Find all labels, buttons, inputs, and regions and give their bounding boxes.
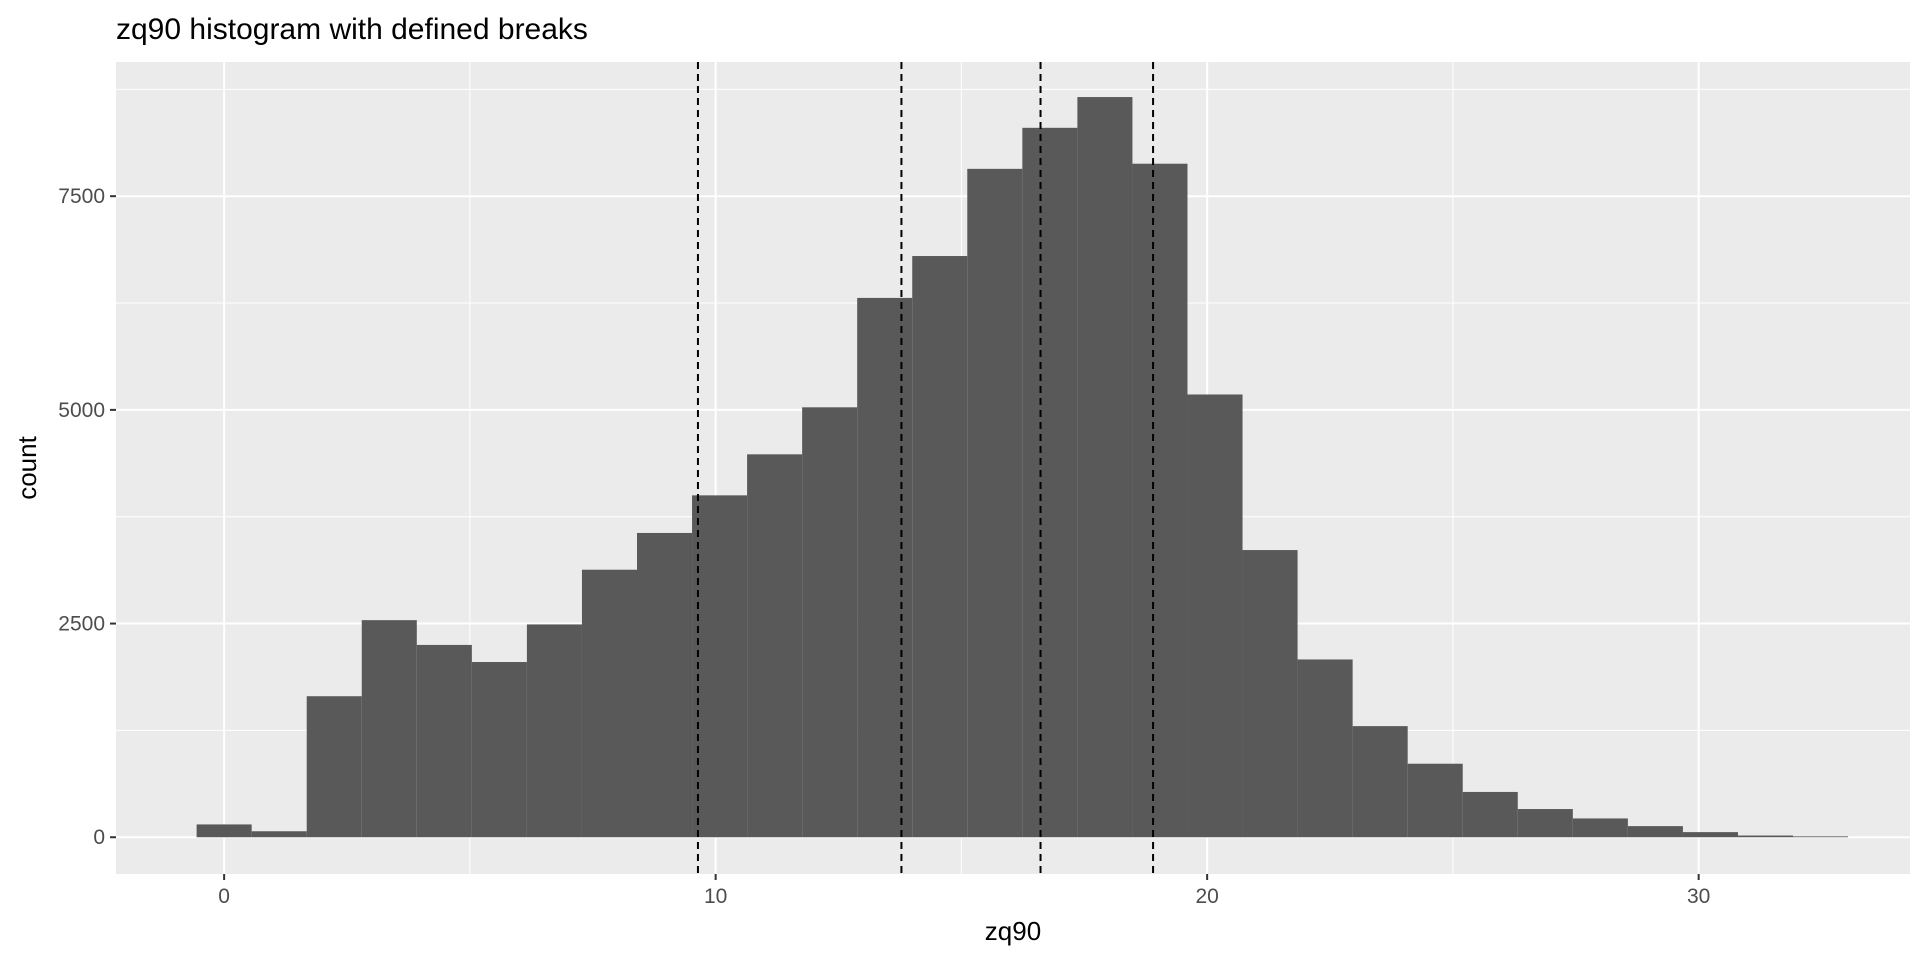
histogram-bar xyxy=(306,696,362,838)
y-axis-title: count xyxy=(12,435,42,499)
y-tick-label: 0 xyxy=(93,826,105,849)
break-lines xyxy=(696,62,1155,874)
histogram-bar xyxy=(1022,127,1078,838)
histogram-bar xyxy=(1352,726,1408,838)
histogram-bar xyxy=(747,454,803,838)
x-tick-label: 10 xyxy=(704,885,727,908)
histogram-bar xyxy=(1517,809,1573,838)
histogram-bar xyxy=(1572,818,1628,838)
histogram-bar xyxy=(251,831,307,838)
histogram-bar xyxy=(857,297,913,838)
y-axis-ticks: 0 2500 5000 7500 xyxy=(58,185,116,849)
y-tick-label: 7500 xyxy=(58,185,105,208)
histogram-bar xyxy=(471,662,527,838)
histogram-bar xyxy=(636,532,693,838)
histogram-bar xyxy=(361,620,417,838)
histogram-bar xyxy=(1682,832,1738,838)
histogram-bar xyxy=(1132,163,1188,838)
y-tick-label: 5000 xyxy=(58,399,105,422)
histogram-bar xyxy=(1407,763,1463,838)
histogram-bar xyxy=(196,824,252,838)
histogram-bar xyxy=(581,569,637,838)
histogram-bar xyxy=(526,624,582,838)
x-axis-ticks: 0 10 20 30 xyxy=(218,874,1710,908)
x-tick-label: 20 xyxy=(1195,885,1218,908)
histogram-bar xyxy=(912,256,968,838)
histogram-bar xyxy=(1077,97,1133,838)
histogram-bar xyxy=(802,407,858,838)
x-tick-label: 30 xyxy=(1687,885,1710,908)
histogram-bar xyxy=(1793,836,1849,838)
histogram-bar xyxy=(1297,659,1353,838)
x-tick-label: 0 xyxy=(218,885,230,908)
histogram-bar xyxy=(967,168,1023,838)
histogram-bar xyxy=(1242,550,1298,838)
histogram-bar xyxy=(1187,394,1243,838)
x-axis-title: zq90 xyxy=(985,916,1041,946)
chart-title: zq90 histogram with defined breaks xyxy=(116,13,588,46)
histogram-bars xyxy=(196,97,1849,838)
histogram-bar xyxy=(1627,826,1683,838)
histogram-bar xyxy=(416,644,472,838)
histogram-bar xyxy=(692,495,748,838)
histogram-bar xyxy=(1462,791,1518,838)
histogram-bar xyxy=(1737,835,1794,838)
y-tick-label: 2500 xyxy=(58,613,105,636)
